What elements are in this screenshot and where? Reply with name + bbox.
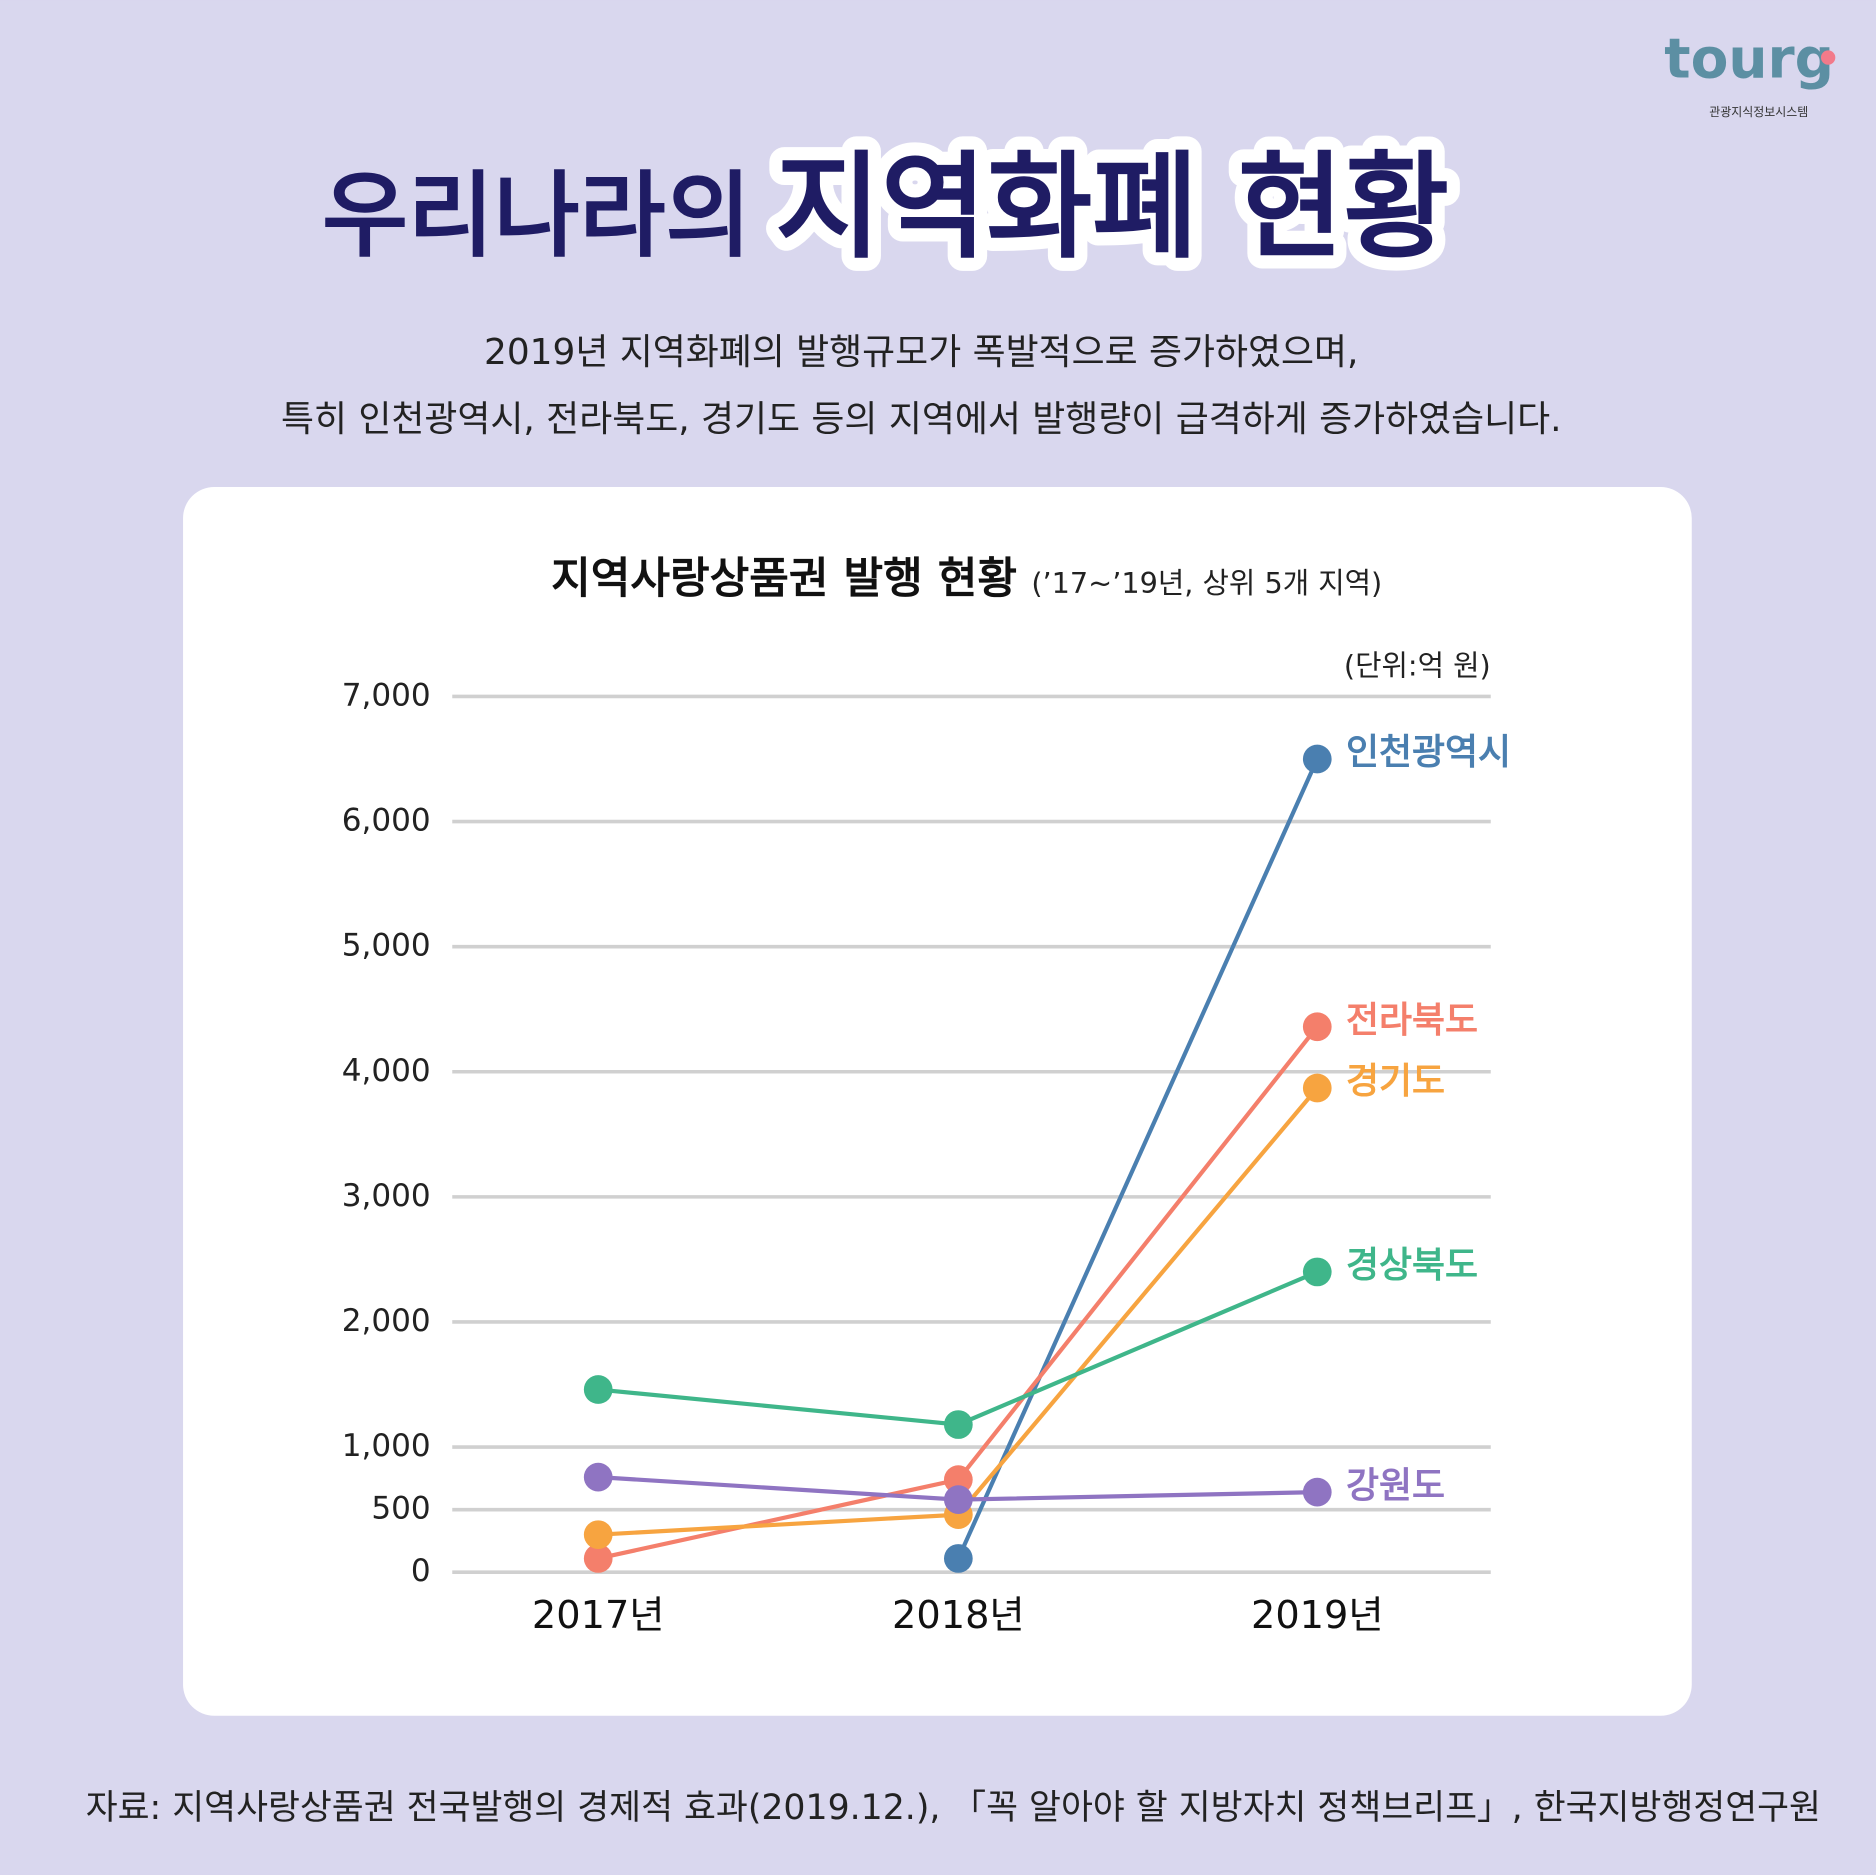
x-tick-label: 2017년 — [532, 1593, 665, 1638]
chart-title: 지역사랑상품권 발행 현황 — [551, 554, 1017, 604]
source: 자료: 지역사랑상품권 전국발행의 경제적 효과(2019.12.), 「꼭 알… — [86, 1788, 1821, 1828]
series-label: 경기도 — [1346, 1061, 1445, 1102]
series-label: 전라북도 — [1346, 1000, 1478, 1041]
title-part2: 지역화폐 현황 — [775, 141, 1449, 275]
y-tick-label: 1,000 — [342, 1428, 431, 1464]
data-point — [1302, 1073, 1332, 1103]
data-point — [943, 1410, 973, 1439]
logo-subtitle: 관광지식정보시스템 — [1709, 105, 1808, 119]
chart-subtitle: (’17~’19년, 상위 5개 지역) — [1031, 566, 1382, 600]
x-tick-label: 2019년 — [1251, 1593, 1384, 1638]
data-point — [943, 1485, 973, 1514]
data-point — [583, 1520, 613, 1550]
y-tick-label: 500 — [371, 1491, 430, 1527]
y-tick-label: 0 — [411, 1553, 431, 1589]
data-point — [943, 1465, 973, 1494]
y-tick-label: 6,000 — [342, 803, 431, 839]
y-tick-label: 2,000 — [342, 1303, 431, 1339]
unit-label: (단위:억 원) — [1344, 649, 1491, 683]
data-point — [1302, 1477, 1332, 1507]
logo-pin — [1820, 50, 1836, 65]
description-line: 특히 인천광역시, 전라북도, 경기도 등의 지역에서 발행량이 급격하게 증가… — [281, 399, 1562, 440]
data-point — [583, 1544, 613, 1573]
description-line: 2019년 지역화폐의 발행규모가 폭발적으로 증가하였으며, — [484, 332, 1358, 373]
logo: tourg — [1664, 26, 1834, 90]
data-point — [1302, 744, 1332, 774]
title-part1: 우리나라의 — [322, 162, 751, 271]
series-line — [956, 758, 1320, 1560]
data-point — [583, 1375, 613, 1404]
y-tick-label: 4,000 — [342, 1053, 431, 1089]
y-tick-label: 3,000 — [342, 1178, 431, 1214]
chart-card — [183, 487, 1692, 1716]
plot: 0 500 1,000 2,000 3,000 4,000 5,000 6,000 7,000 2… — [342, 677, 1511, 1638]
data-point — [943, 1544, 973, 1573]
data-point — [1302, 1257, 1332, 1287]
x-tick-label: 2018년 — [892, 1593, 1025, 1638]
data-point — [583, 1462, 613, 1492]
series-label: 경상북도 — [1346, 1245, 1478, 1286]
series-label: 인천광역시 — [1346, 732, 1511, 773]
data-point — [1302, 1012, 1332, 1042]
y-tick-label: 7,000 — [342, 677, 431, 713]
y-tick-label: 5,000 — [342, 928, 431, 964]
series-label: 강원도 — [1346, 1465, 1445, 1506]
